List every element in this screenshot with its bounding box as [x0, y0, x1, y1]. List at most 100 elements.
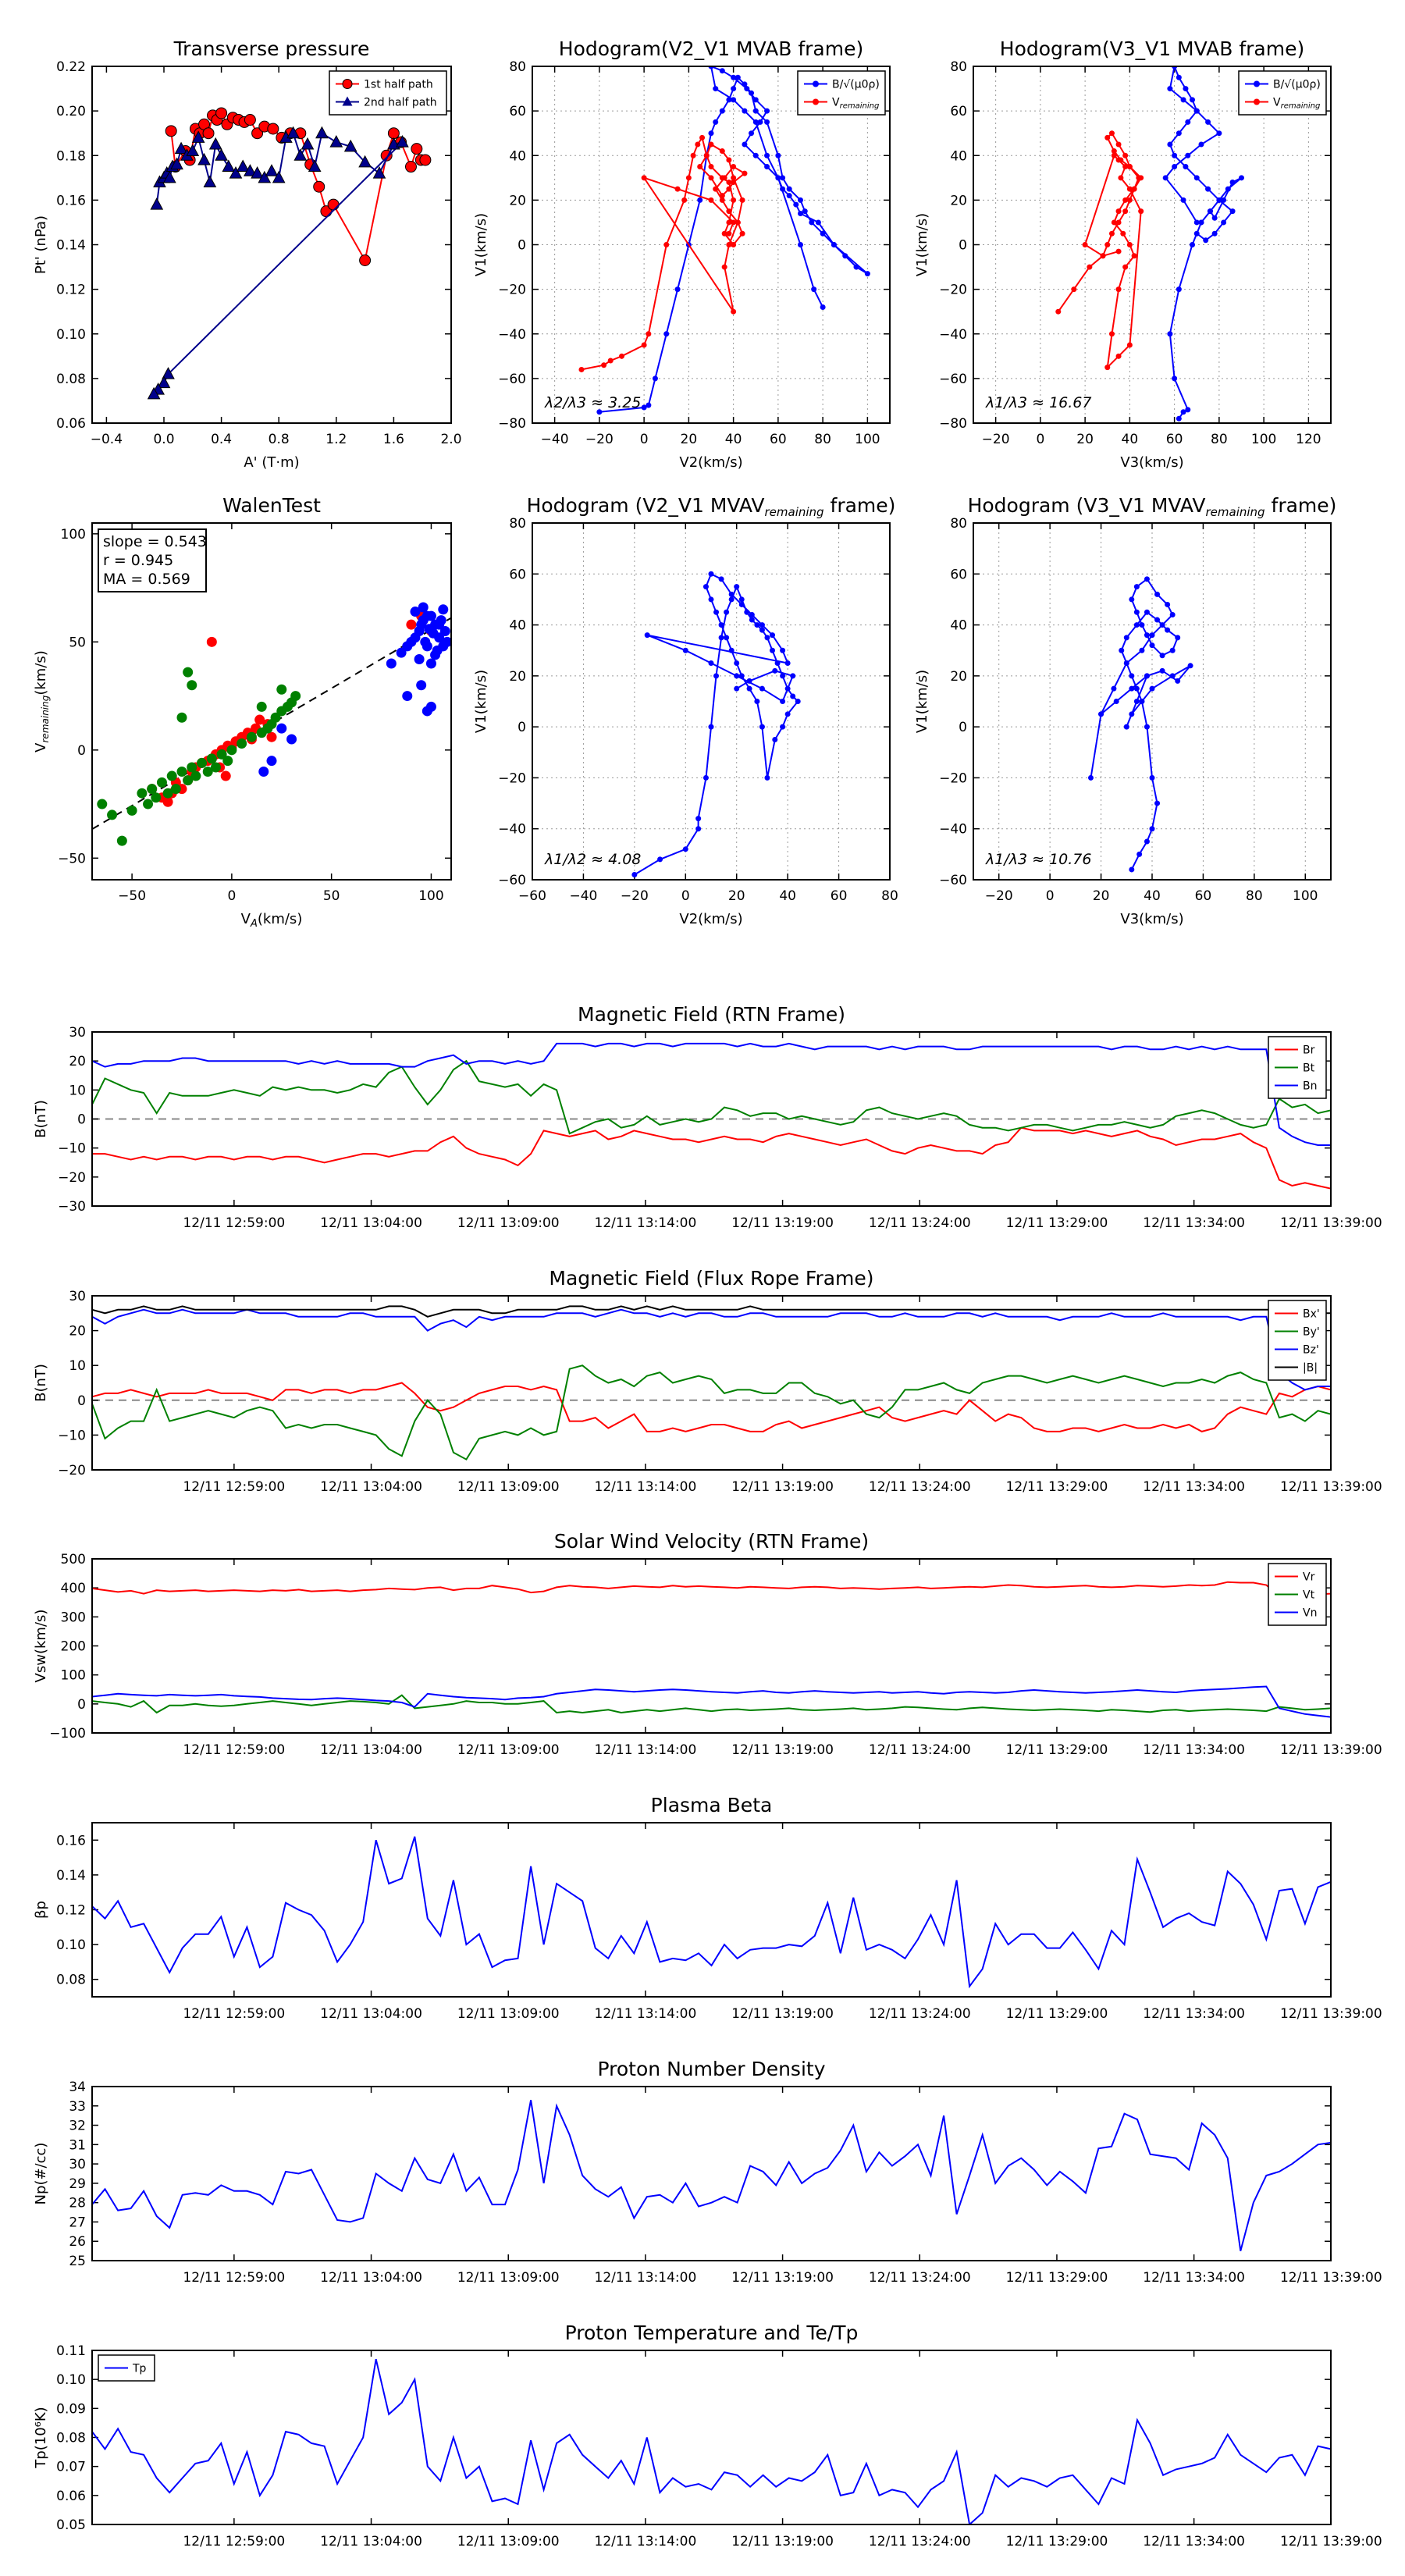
- data-point: [719, 193, 725, 199]
- x-tick-label: 12/11 12:59:00: [183, 1215, 285, 1231]
- data-point: [663, 331, 670, 337]
- data-point: [126, 805, 137, 816]
- legend-marker: [813, 98, 819, 105]
- data-point: [162, 367, 175, 379]
- series-line: [92, 1836, 1331, 1989]
- y-tick-label: −40: [939, 822, 967, 838]
- data-point: [731, 86, 737, 92]
- legend-label: B/√(μ0ρ): [1273, 79, 1321, 91]
- y-tick-label: 80: [950, 516, 967, 532]
- data-point: [764, 164, 770, 170]
- x-tick-label: −20: [982, 432, 1010, 447]
- y-tick-label: −60: [498, 873, 526, 888]
- data-point: [1159, 622, 1165, 628]
- data-point: [786, 186, 792, 192]
- legend-frame: [1238, 70, 1327, 116]
- data-point: [203, 175, 217, 188]
- data-point: [718, 622, 724, 628]
- y-tick-label: 0: [959, 238, 967, 254]
- axes-frame: [91, 1558, 1332, 1734]
- data-point: [150, 197, 164, 210]
- data-point: [718, 635, 724, 641]
- eigen-ratio: λ1/λ3 ≈ 16.67: [985, 394, 1091, 411]
- data-point: [831, 242, 837, 247]
- legend: 1st half path 2nd half path: [329, 70, 447, 116]
- data-point: [430, 649, 441, 660]
- x-tick-label: 0: [681, 888, 690, 904]
- y-tick-label: 20: [950, 669, 967, 685]
- data-point: [1118, 175, 1124, 181]
- data-point: [1133, 622, 1140, 628]
- ticks: −40 −20 0 20 40 60 80 100 −80 −60 −40 −20 0 20 40 60 80: [498, 59, 890, 447]
- data-point: [681, 197, 688, 203]
- y-tick-label: 0.20: [56, 104, 86, 119]
- y-tick-label: 34: [69, 2080, 86, 2095]
- axes-frame: [973, 66, 1332, 424]
- ticks: −20 0 20 40 60 80 100 120 −80 −60 −40 −20 0 20 40 60 80: [939, 59, 1331, 447]
- data-point: [116, 835, 127, 846]
- series-Vremaining: [1055, 130, 1144, 371]
- data-point: [690, 152, 696, 158]
- y-tick-label: 0.10: [56, 1937, 86, 1953]
- data-point: [731, 97, 737, 103]
- data-point: [674, 286, 681, 293]
- x-tick-label: 80: [814, 432, 831, 447]
- chart-title: Solar Wind Velocity (RTN Frame): [554, 1530, 869, 1553]
- data-point: [1139, 622, 1145, 628]
- y-tick-label: −50: [58, 851, 86, 866]
- data-point: [742, 81, 748, 87]
- ticks: 12/11 12:59:00 12/11 13:04:00 12/11 13:09:…: [56, 2343, 1382, 2549]
- data-point: [1144, 673, 1150, 679]
- data-point: [731, 219, 737, 226]
- legend-label: Br: [1303, 1044, 1315, 1057]
- data-point: [1216, 130, 1222, 137]
- data-point: [726, 242, 732, 247]
- data-point: [1129, 866, 1135, 873]
- data-point: [267, 123, 279, 135]
- data-point: [734, 673, 740, 679]
- data-point: [775, 152, 781, 158]
- data-point: [1183, 164, 1189, 170]
- series-line: [92, 1042, 1331, 1146]
- y-axis-label: V1(km/s): [473, 213, 489, 276]
- data-point: [1172, 375, 1178, 382]
- ticks: −50 0 50 100 −50 0 50 100: [58, 523, 451, 904]
- data-point: [1149, 685, 1155, 692]
- x-tick-label: 12/11 13:24:00: [869, 2534, 971, 2549]
- data-point: [1229, 180, 1236, 186]
- data-point: [1205, 186, 1211, 192]
- data-point: [1126, 164, 1133, 170]
- legend: Bx' By' Bz' |B|: [1268, 1300, 1327, 1381]
- data-point: [1108, 230, 1115, 237]
- data-point: [1055, 308, 1062, 315]
- data-point: [202, 767, 213, 777]
- y-tick-label: 200: [61, 1639, 86, 1655]
- x-tick-label: 60: [1166, 432, 1183, 447]
- data-point: [1129, 673, 1135, 679]
- series-line: [92, 1308, 1331, 1391]
- data-point: [1159, 667, 1165, 674]
- data-point: [719, 148, 725, 155]
- series-green: [97, 667, 301, 846]
- data-point: [759, 724, 765, 730]
- data-point: [1131, 253, 1137, 259]
- data-point: [1176, 286, 1182, 293]
- data-point: [1119, 647, 1125, 653]
- data-point: [244, 164, 257, 176]
- series-2nd half path: [147, 126, 409, 400]
- data-point: [1100, 253, 1106, 259]
- series-Vremaining: [578, 134, 748, 372]
- data-point: [1122, 264, 1129, 270]
- data-point: [229, 166, 243, 179]
- legend-marker: [1254, 98, 1260, 105]
- data-point: [719, 108, 725, 114]
- data-point: [708, 130, 714, 137]
- axes-frame: [91, 1822, 1332, 1998]
- x-tick-label: 40: [725, 432, 742, 447]
- x-tick-label: 60: [770, 432, 787, 447]
- data-point: [1167, 331, 1173, 337]
- data-point: [1115, 248, 1122, 254]
- data-point: [601, 362, 607, 368]
- x-tick-label: 12/11 13:14:00: [595, 2270, 697, 2286]
- data-point: [1111, 219, 1117, 226]
